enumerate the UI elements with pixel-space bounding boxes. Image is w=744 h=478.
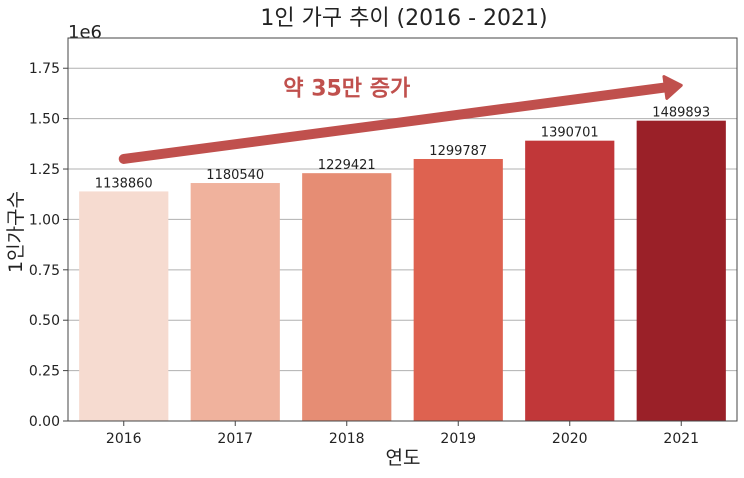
- data-labels: 1138860 1180540 1229421 1299787 1390701 14898…: [95, 106, 710, 192]
- annotation-text: 약 35만 증가: [283, 76, 410, 101]
- x-tick-label: 2018: [329, 431, 365, 447]
- bar-2021: [636, 120, 726, 421]
- x-axis-title: 연도: [386, 447, 421, 469]
- y-tick-label: 1.25: [29, 162, 60, 178]
- x-tick-label: 2020: [552, 431, 588, 447]
- chart-title: 1인 가구 추이 (2016 - 2021): [260, 6, 547, 31]
- y-tick-label: 0.00: [29, 414, 60, 430]
- y-offset-label: 1e6: [68, 22, 102, 43]
- data-label: 1390701: [541, 126, 599, 141]
- bar-2016: [79, 191, 169, 421]
- data-label: 1299787: [429, 144, 487, 159]
- y-axis-title: 1인가구수: [5, 191, 27, 273]
- bar-2018: [302, 173, 392, 421]
- gridlines: [68, 67, 737, 422]
- y-tick-label: 0.75: [29, 263, 60, 279]
- x-tick-label: 2019: [440, 431, 476, 447]
- y-tick-label: 0.25: [29, 364, 60, 380]
- plot-frame: [67, 37, 738, 422]
- bar-2019: [413, 158, 503, 422]
- x-tick-label: 2017: [217, 431, 253, 447]
- annotation: 약 35만 증가: [118, 75, 683, 164]
- y-tick-label: 0.50: [29, 313, 60, 329]
- annotation-arrow-head: [662, 75, 683, 100]
- y-tick-label: 1.75: [29, 61, 60, 77]
- bars: [79, 120, 726, 422]
- data-label: 1180540: [206, 168, 264, 183]
- data-label: 1229421: [318, 158, 376, 173]
- data-label: 1489893: [652, 106, 710, 121]
- axes: 0.00 0.25 0.50 0.75 1.00 1.25 1.50 1.75 2016 2017…: [29, 37, 738, 447]
- y-tick-label: 1.50: [29, 112, 60, 128]
- x-tick-label: 2016: [106, 431, 142, 447]
- y-tick-label: 1.00: [29, 212, 60, 228]
- bar-2020: [525, 140, 615, 422]
- x-tick-label: 2021: [663, 431, 699, 447]
- data-label: 1138860: [95, 176, 153, 191]
- annotation-arrow-shaft: [118, 82, 671, 164]
- bar-2017: [190, 183, 280, 421]
